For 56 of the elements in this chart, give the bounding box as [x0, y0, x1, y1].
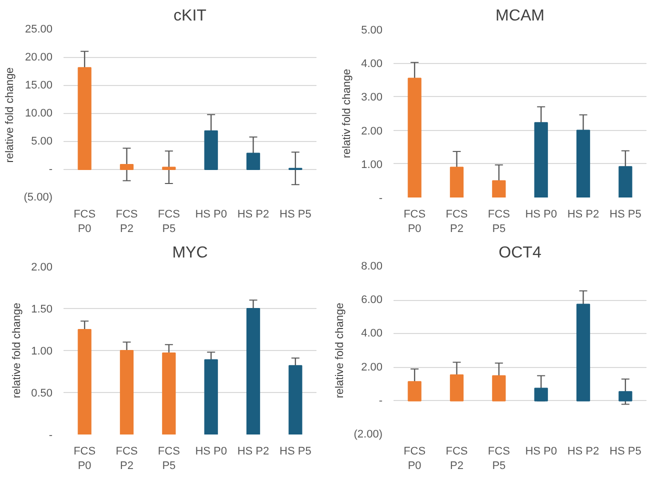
x-tick-label: FCS P2 [116, 208, 138, 235]
x-tick-label: FCS P5 [488, 208, 510, 235]
y-tick-label: 6.00 [361, 294, 383, 306]
chart-title: OCT4 [498, 244, 542, 262]
y-tick-label: 15.00 [24, 80, 53, 92]
y-tick-label: 2.00 [31, 262, 53, 274]
x-tick-label: FCS P5 [488, 446, 510, 472]
x-tick-label: FCS P0 [404, 446, 426, 472]
y-axis-title: relativ fold change [341, 68, 354, 158]
y-tick-label: (5.00) [24, 192, 53, 204]
chart-title: cKIT [174, 8, 207, 24]
y-tick-label: - [378, 192, 383, 204]
y-tick-label: 3.00 [361, 92, 383, 104]
y-tick-label: 1.50 [31, 304, 53, 316]
x-tick-label: HS P0 [525, 208, 557, 220]
x-tick-label: HS P2 [237, 208, 270, 220]
y-tick-label: 0.50 [31, 388, 53, 400]
y-tick-label: 2.00 [361, 361, 383, 374]
y-tick-label: 20.00 [24, 52, 53, 64]
x-tick-label: FCS P2 [446, 446, 468, 472]
x-tick-label: HS P2 [567, 208, 600, 220]
y-tick-label: 8.00 [361, 260, 383, 272]
x-tick-label: HS P2 [237, 446, 270, 458]
y-tick-label: 25.00 [24, 24, 53, 36]
x-tick-label: HS P5 [610, 208, 642, 220]
y-tick-label: 4.00 [361, 328, 383, 340]
x-tick-label: FCS P5 [158, 446, 180, 472]
chart-title: MYC [172, 244, 208, 262]
x-tick-label: HS P2 [567, 446, 600, 458]
chart-title: MCAM [496, 8, 544, 24]
y-tick-label: (2.00) [354, 428, 383, 440]
x-tick-label: FCS P5 [158, 208, 180, 235]
x-tick-label: HS P0 [195, 208, 227, 220]
y-axis-title: relative fold change [11, 302, 24, 398]
y-tick-label: - [48, 430, 53, 442]
y-tick-label: 2.00 [361, 125, 383, 138]
y-axis-title: relative fold change [334, 302, 346, 398]
x-tick-label: FCS P0 [404, 208, 426, 235]
x-tick-label: HS P5 [280, 446, 312, 458]
y-tick-label: 5.00 [31, 136, 53, 148]
y-tick-label: 10.00 [24, 108, 53, 120]
x-tick-label: FCS P2 [116, 446, 138, 472]
x-tick-label: FCS P0 [74, 446, 96, 472]
x-tick-label: HS P5 [280, 208, 312, 220]
x-tick-label: HS P0 [195, 446, 227, 458]
x-tick-label: HS P5 [610, 446, 642, 458]
x-tick-label: FCS P0 [74, 208, 96, 235]
y-tick-label: - [48, 164, 53, 176]
y-tick-label: 5.00 [361, 24, 383, 36]
y-tick-label: 1.00 [31, 346, 53, 358]
x-tick-label: HS P0 [525, 446, 557, 458]
y-tick-label: 4.00 [361, 58, 383, 70]
x-tick-label: FCS P2 [446, 208, 468, 235]
y-axis-title: relative fold change [4, 67, 16, 163]
y-tick-label: - [378, 394, 383, 407]
y-tick-label: 1.00 [361, 158, 383, 171]
